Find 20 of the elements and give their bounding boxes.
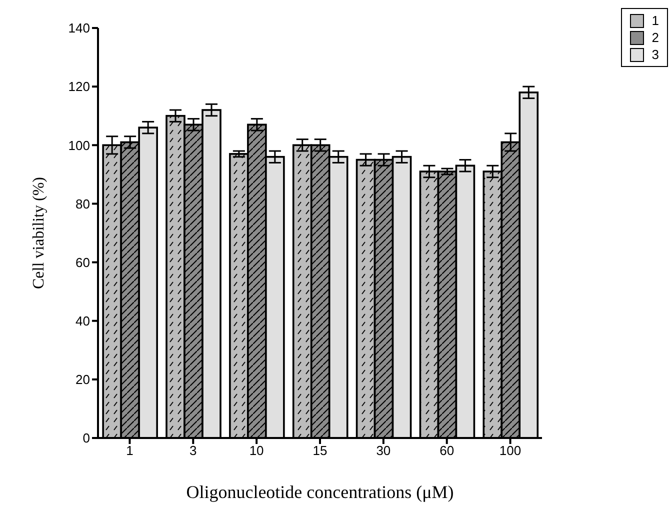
x-tick-label: 100 <box>499 443 522 458</box>
legend-label: 1 <box>652 12 659 29</box>
y-tick-label: 60 <box>76 254 90 270</box>
y-axis-title: Cell viability (%) <box>30 177 48 289</box>
legend-label: 3 <box>652 46 659 63</box>
y-tick-label: 80 <box>76 196 90 212</box>
y-tick-label: 0 <box>82 430 90 446</box>
legend-label: 2 <box>652 29 659 46</box>
x-axis-title: Oligonucleotide concentrations (μM) <box>186 482 454 502</box>
x-tick-label: 60 <box>440 443 454 458</box>
x-tick-label: 15 <box>312 443 328 458</box>
x-tick-label: 3 <box>190 443 197 458</box>
x-tick-label: 30 <box>376 443 391 458</box>
y-tick-label: 40 <box>76 313 90 328</box>
y-tick-label: 120 <box>68 79 90 94</box>
y-tick-label: 20 <box>76 372 90 388</box>
x-tick-label: 10 <box>249 443 264 458</box>
y-tick-label: 140 <box>68 20 90 36</box>
x-tick-label: 1 <box>126 443 134 458</box>
y-tick-label: 100 <box>68 138 90 153</box>
